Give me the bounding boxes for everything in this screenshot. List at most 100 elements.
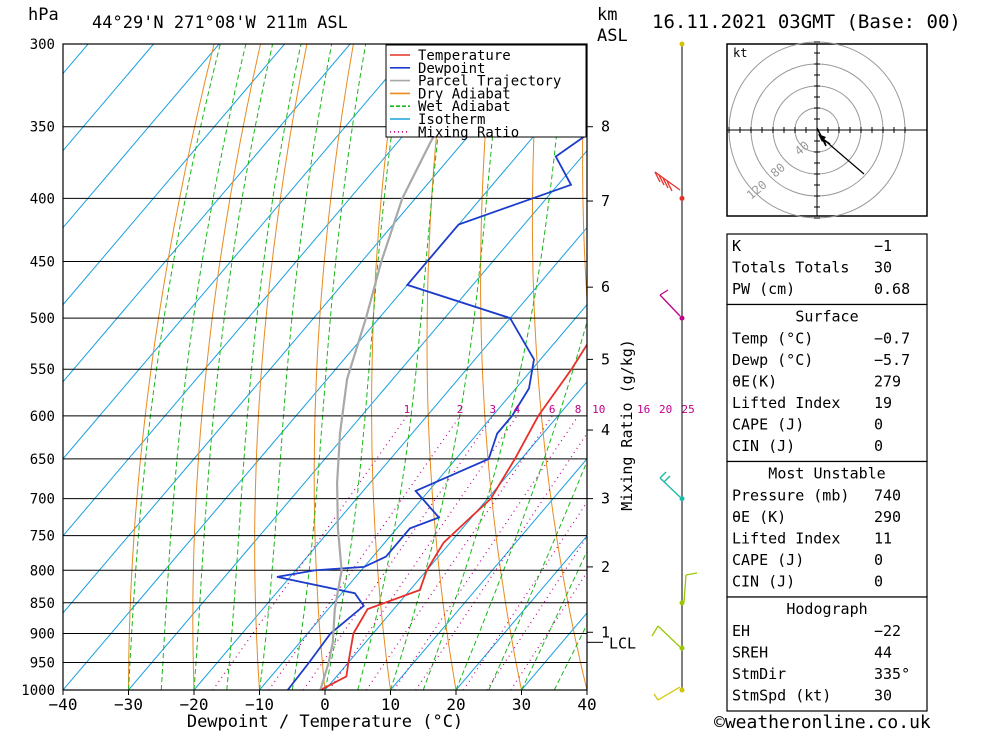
most_unstable-row-label: CIN (J) xyxy=(732,573,795,591)
indices-row-label: PW (cm) xyxy=(732,280,795,298)
surface-row-value: −5.7 xyxy=(874,351,910,369)
mixing-ratio-line xyxy=(486,535,587,690)
hodograph_table-row-label: StmSpd (kt) xyxy=(732,687,831,705)
temperature-series-line xyxy=(319,342,587,690)
wet-adiabat-line xyxy=(160,44,247,690)
datetime-label: 16.11.2021 03GMT (Base: 00) xyxy=(652,11,961,33)
copyright-footer: ©weatheronline.co.uk xyxy=(714,712,931,733)
isotherm-line xyxy=(0,44,23,690)
height-tick-label: 5 xyxy=(601,350,610,368)
wind-barb-dot xyxy=(679,600,685,606)
most_unstable-row-label: CAPE (J) xyxy=(732,551,804,569)
most_unstable-row-value: 0 xyxy=(874,551,883,569)
surface-title: Surface xyxy=(795,308,858,326)
legend-box xyxy=(385,44,587,138)
surface-row-value: 0 xyxy=(874,416,883,434)
height-tick-label: 4 xyxy=(601,421,610,439)
hodograph-unit: kt xyxy=(733,46,747,60)
wind-barb xyxy=(653,686,681,701)
mixing-ratio-value-label: 1 xyxy=(404,403,411,416)
indices-row-value: −1 xyxy=(874,237,892,255)
hodograph_table-row-value: 44 xyxy=(874,644,892,662)
most_unstable-row-value: 290 xyxy=(874,508,901,526)
lcl-label: LCL xyxy=(609,634,636,652)
indices-row-value: 30 xyxy=(874,259,892,277)
wet-adiabat-line xyxy=(226,44,302,690)
isotherm-line xyxy=(324,380,587,690)
mixing-ratio-line xyxy=(510,571,587,690)
pressure-tick-label: 300 xyxy=(30,37,55,53)
wet-adiabat-line xyxy=(128,44,221,690)
mixing-ratio-value-label: 6 xyxy=(549,403,556,416)
legend-entry: Isotherm xyxy=(418,112,485,128)
height-unit-km: km xyxy=(597,5,617,25)
surface-table-frame xyxy=(726,303,928,463)
mixing-ratio-value-label: 10 xyxy=(592,403,605,416)
legend-entry: Mixing Ratio xyxy=(418,125,519,141)
pressure-tick-label: 500 xyxy=(30,311,55,327)
hodograph_table-row-value: 30 xyxy=(874,687,892,705)
wind-barb-dot xyxy=(679,315,685,321)
profile-lines xyxy=(276,94,587,690)
hodograph_table-row-value: −22 xyxy=(874,622,901,640)
dry-adiabat-line xyxy=(957,44,1000,690)
dry-adiabat-line xyxy=(371,44,401,690)
pressure-tick-label: 550 xyxy=(30,362,55,378)
height-tick-label: 7 xyxy=(601,192,610,210)
height-tick-label: 1 xyxy=(601,623,610,641)
mixing-ratio-value-label: 3 xyxy=(490,403,497,416)
legend-entry: Dry Adiabat xyxy=(418,86,511,102)
hodograph_table-title: Hodograph xyxy=(786,600,867,618)
x-tick-label: −40 xyxy=(49,695,78,714)
wet-adiabat-line xyxy=(390,44,503,690)
axes: 3003504004505005506006507007508008509009… xyxy=(21,37,636,714)
x-tick-label: −30 xyxy=(114,695,143,714)
mixing-ratio-value-label: 20 xyxy=(659,403,672,416)
pressure-tick-label: 650 xyxy=(30,452,55,468)
isotherm-line xyxy=(63,44,547,614)
surface-row-label: Temp (°C) xyxy=(732,330,813,348)
isotherm-line xyxy=(390,458,587,690)
pressure-tick-label: 850 xyxy=(30,596,55,612)
dry-adiabat-line xyxy=(631,44,718,690)
pressure-tick-label: 700 xyxy=(30,492,55,508)
wind-barb xyxy=(683,572,698,603)
stats-tables: K −1 Totals Totals 30 PW (cm) 0.68 Surface Temp… xyxy=(726,233,928,712)
hodograph_table-row-value: 335° xyxy=(874,665,910,683)
surface-row-value: −0.7 xyxy=(874,330,910,348)
wind-barbs xyxy=(651,41,698,701)
pressure-tick-label: 1000 xyxy=(21,683,55,699)
pressure-tick-label: 400 xyxy=(30,191,55,207)
pressure-unit-label: hPa xyxy=(28,5,59,25)
surface-row-value: 0 xyxy=(874,437,883,455)
height-tick-label: 3 xyxy=(601,490,610,508)
mixing-ratio-line xyxy=(328,415,518,690)
most_unstable-row-value: 11 xyxy=(874,530,892,548)
surface-row-label: CAPE (J) xyxy=(732,416,804,434)
pressure-tick-label: 350 xyxy=(30,120,55,136)
wind-barb-dot xyxy=(679,496,685,502)
storm-motion-arrowhead xyxy=(818,134,826,142)
pressure-tick-label: 950 xyxy=(30,655,55,671)
isotherm-line xyxy=(63,44,351,383)
x-tick-label: 0 xyxy=(320,695,330,714)
isotherm-line xyxy=(63,44,416,460)
most_unstable-row-label: θE (K) xyxy=(732,508,786,526)
wind-barb xyxy=(659,471,681,498)
pressure-tick-label: 450 xyxy=(30,255,55,271)
wind-barb xyxy=(659,289,681,317)
most_unstable-row-value: 740 xyxy=(874,487,901,505)
legend-entry: Parcel Trajectory xyxy=(418,74,561,90)
most_unstable-row-label: Pressure (mb) xyxy=(732,487,849,505)
wind-barb-dot xyxy=(679,645,685,651)
mixing-ratio-line xyxy=(393,415,579,690)
height-tick-label: 8 xyxy=(601,118,610,136)
dewpoint-series-line xyxy=(276,133,587,690)
isotherm-line xyxy=(259,303,587,690)
surface-row-label: Dewp (°C) xyxy=(732,351,813,369)
plot-grid xyxy=(0,44,1000,690)
most_unstable-row-label: Lifted Index xyxy=(732,530,840,548)
